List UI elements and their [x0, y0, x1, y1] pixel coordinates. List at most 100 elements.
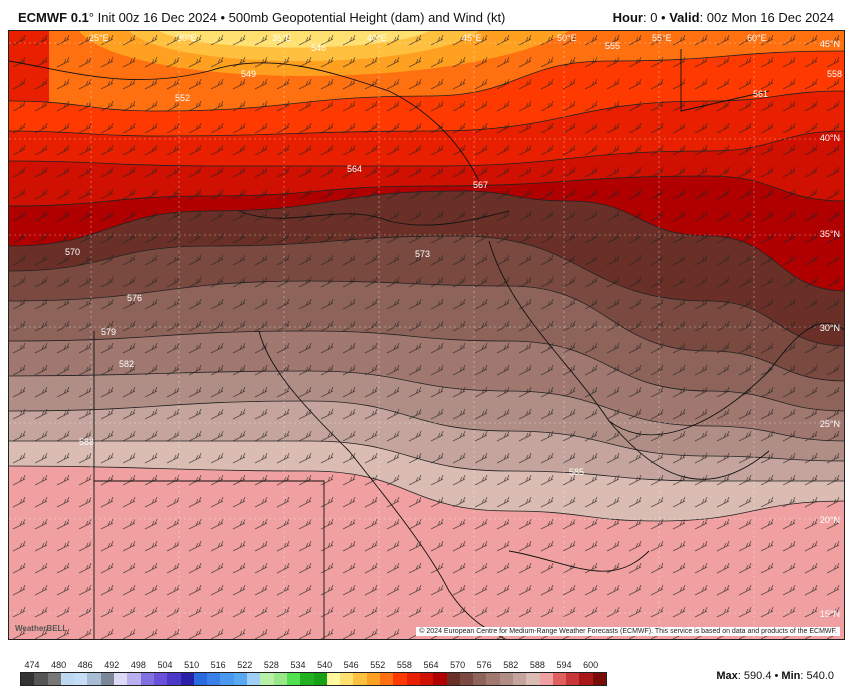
colorbar-tick: 486	[77, 660, 93, 670]
colorbar-cell	[273, 673, 287, 685]
colorbar-cell	[127, 673, 141, 685]
credit-text: © 2024 European Centre for Medium-Range …	[416, 627, 840, 636]
colorbar-cell	[167, 673, 181, 685]
lon-label: 50°E	[557, 33, 577, 43]
colorbar-cell	[340, 673, 354, 685]
min-value: : 540.0	[800, 670, 834, 682]
lat-label: 15°N	[819, 609, 840, 619]
colorbar-tick: 588	[529, 660, 545, 670]
colorbar-cell	[539, 673, 553, 685]
colorbar-cell	[380, 673, 394, 685]
lat-label: 25°N	[819, 419, 840, 429]
colorbar-cell	[433, 673, 447, 685]
lon-label: 60°E	[747, 33, 767, 43]
colorbar-cell	[21, 673, 35, 685]
colorbar-cell	[114, 673, 128, 685]
colorbar-tick: 522	[237, 660, 253, 670]
lat-label: 45°N	[819, 39, 840, 49]
max-value: : 590.4 •	[737, 670, 782, 682]
map-title: ECMWF 0.1° Init 00z 16 Dec 2024 • 500mb …	[18, 10, 505, 25]
colorbar-cell	[300, 673, 314, 685]
colorbar-tick: 492	[104, 660, 120, 670]
colorbar-cell	[512, 673, 527, 685]
lon-label: 45°E	[462, 33, 482, 43]
colorbar-cell	[260, 673, 274, 685]
colorbar-tick: 480	[51, 660, 67, 670]
colorbar-cell	[286, 673, 301, 685]
weatherbell-logo: WeatherBELL	[15, 624, 68, 633]
colorbar-cell	[233, 673, 248, 685]
colorbar-tick: 534	[290, 660, 306, 670]
colorbar-cell	[180, 673, 194, 685]
colorbar-cell	[499, 673, 513, 685]
colorbar-tick: 540	[317, 660, 333, 670]
hour-value: : 0 •	[642, 10, 670, 25]
contour-label: 549	[241, 69, 257, 79]
colorbar-tick: 474	[24, 660, 40, 670]
contour-label: 576	[127, 293, 143, 303]
colorbar	[20, 672, 608, 686]
valid-value: : 00z Mon 16 Dec 2024	[699, 10, 834, 25]
colorbar-cell	[60, 673, 75, 685]
colorbar-cell	[34, 673, 48, 685]
contour-label: 588	[79, 437, 95, 447]
colorbar-tick: 576	[476, 660, 492, 670]
contour-label: 552	[175, 93, 191, 103]
contour-label: 567	[473, 180, 489, 190]
colorbar-cell	[153, 673, 168, 685]
colorbar-cell	[140, 673, 154, 685]
lat-label: 20°N	[819, 515, 840, 525]
colorbar-cell	[220, 673, 234, 685]
colorbar-cell	[366, 673, 381, 685]
contour-label: 558	[827, 69, 843, 79]
colorbar-cell	[592, 673, 607, 685]
colorbar-cell	[47, 673, 61, 685]
colorbar-tick: 504	[157, 660, 173, 670]
colorbar-cell	[193, 673, 208, 685]
colorbar-cell	[100, 673, 115, 685]
colorbar-tick: 552	[370, 660, 386, 670]
colorbar-tick: 558	[396, 660, 412, 670]
contour-label: 561	[753, 89, 769, 99]
colorbar-cell	[459, 673, 474, 685]
model-name: ECMWF 0.1	[18, 10, 89, 25]
colorbar-cell	[552, 673, 567, 685]
contour-label: 570	[65, 247, 81, 257]
colorbar-cell	[353, 673, 367, 685]
hour-label: Hour	[612, 10, 643, 25]
colorbar-cell	[406, 673, 420, 685]
contour-label: 582	[119, 359, 135, 369]
colorbar-cell	[87, 673, 101, 685]
colorbar-tick: 564	[423, 660, 439, 670]
colorbar-tick: 600	[583, 660, 599, 670]
height-field	[9, 31, 844, 639]
lat-label: 40°N	[819, 133, 840, 143]
max-min-stats: Max: 590.4 • Min: 540.0	[716, 670, 834, 682]
colorbar-cell	[486, 673, 500, 685]
min-label: Min	[781, 670, 801, 682]
lon-label: 35°E	[272, 33, 292, 43]
lon-label: 25°E	[89, 33, 109, 43]
contour-label: 573	[415, 249, 431, 259]
contour-label: 579	[101, 327, 117, 337]
colorbar-cell	[313, 673, 327, 685]
colorbar-cell	[579, 673, 593, 685]
colorbar-tick: 516	[210, 660, 226, 670]
weather-map[interactable]: 25°E 30°E 35°E 40°E 45°E 50°E 55°E 60°E …	[8, 30, 845, 640]
colorbar-cell	[446, 673, 460, 685]
lat-label: 35°N	[819, 229, 840, 239]
colorbar-cell	[247, 673, 261, 685]
lon-label: 55°E	[652, 33, 672, 43]
country-borders	[9, 49, 844, 639]
max-label: Max	[716, 670, 738, 682]
colorbar-tick: 546	[343, 660, 359, 670]
valid-time: Hour: 0 • Valid: 00z Mon 16 Dec 2024	[613, 10, 834, 25]
colorbar-tick: 510	[184, 660, 200, 670]
degree-symbol: °	[88, 10, 94, 25]
colorbar-cell	[74, 673, 88, 685]
colorbar-cell	[473, 673, 487, 685]
colorbar-tick: 594	[556, 660, 572, 670]
colorbar-tick: 570	[450, 660, 466, 670]
colorbar-ticks: 474 480 486 492 498 504 510 516 522 528 534 540 546 5…	[20, 660, 620, 672]
colorbar-cell	[326, 673, 341, 685]
